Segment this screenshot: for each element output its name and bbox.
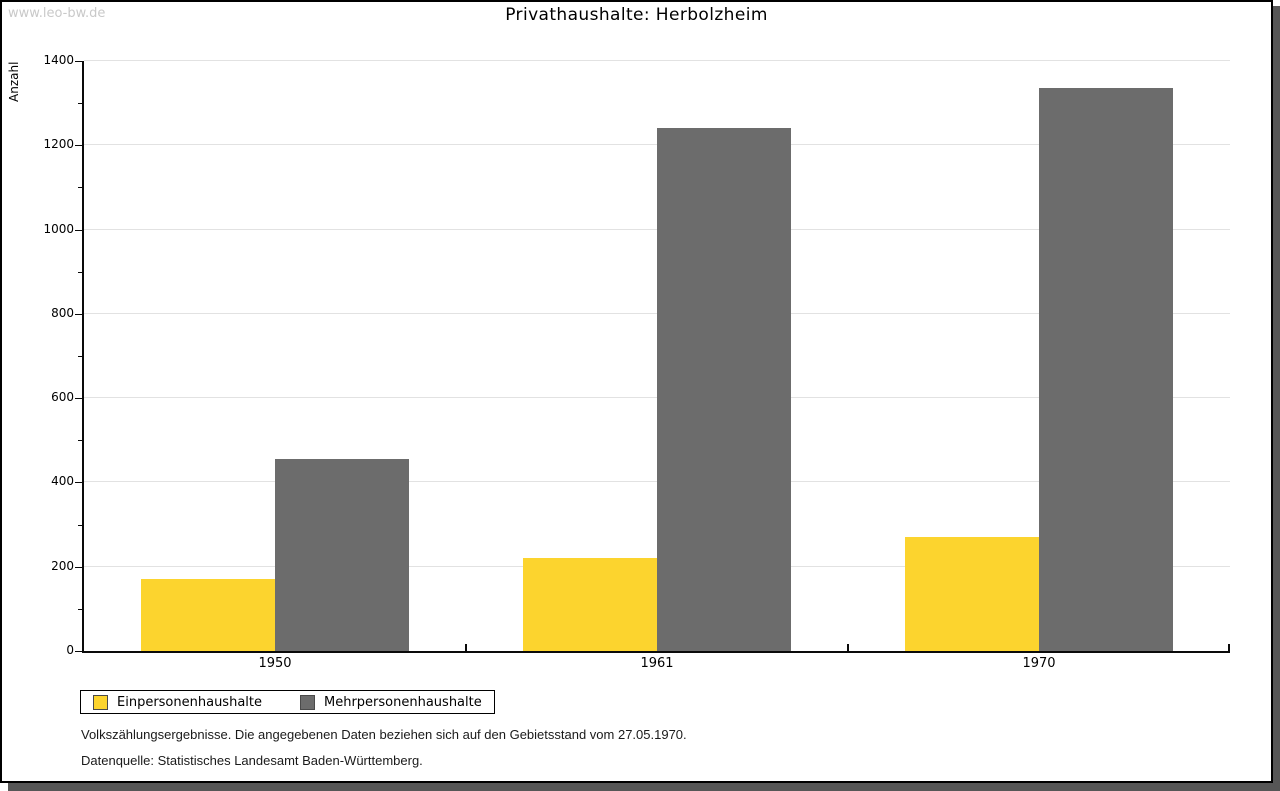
bar <box>1039 88 1173 651</box>
y-axis-tick <box>78 524 82 526</box>
legend: Einpersonenhaushalte Mehrpersonenhaushalt… <box>80 690 495 714</box>
bar <box>275 459 409 651</box>
bar <box>657 128 791 651</box>
y-axis-tick <box>75 398 82 400</box>
y-axis-tick <box>78 187 82 189</box>
footnote-source-note: Volkszählungsergebnisse. Die angegebenen… <box>81 727 687 742</box>
y-tick-label: 600 <box>51 390 74 405</box>
y-axis-tick <box>78 608 82 610</box>
x-tick-label: 1970 <box>1022 656 1056 671</box>
y-axis-tick <box>78 440 82 442</box>
y-tick-label: 0 <box>66 643 74 657</box>
legend-swatch <box>300 694 315 710</box>
legend-swatch <box>93 694 108 710</box>
bar <box>905 537 1039 651</box>
drop-shadow-bottom <box>8 783 1280 791</box>
x-axis-tick <box>465 644 467 651</box>
legend-item: Mehrpersonenhaushalte <box>300 694 482 710</box>
bar <box>141 579 275 651</box>
y-axis-tick <box>75 313 82 315</box>
y-axis-tick <box>75 566 82 568</box>
y-axis-tick <box>75 482 82 484</box>
legend-item: Einpersonenhaushalte <box>93 694 262 710</box>
y-tick-label: 1200 <box>43 137 74 152</box>
plot-area <box>82 60 1230 653</box>
bar <box>523 558 657 651</box>
y-tick-label: 800 <box>51 305 74 320</box>
x-tick-label: 1950 <box>258 656 292 671</box>
x-axis-tick <box>1228 644 1230 651</box>
y-axis-tick <box>78 103 82 105</box>
legend-label: Mehrpersonenhaushalte <box>324 694 482 710</box>
x-tick-label: 1961 <box>640 656 674 671</box>
legend-label: Einpersonenhaushalte <box>117 694 262 710</box>
y-axis-tick <box>78 356 82 357</box>
y-tick-label: 200 <box>51 558 74 573</box>
y-axis-tick <box>75 145 82 147</box>
y-axis-tick <box>75 651 82 652</box>
y-axis-tick <box>78 271 82 273</box>
watermark: www.leo-bw.de <box>8 6 106 21</box>
y-tick-label: 1000 <box>43 221 74 236</box>
drop-shadow-right <box>1273 6 1280 791</box>
y-tick-label: 400 <box>51 474 74 489</box>
footnote-data-source: Datenquelle: Statistisches Landesamt Bad… <box>81 753 423 768</box>
gridline <box>84 60 1230 61</box>
y-axis-title: Anzahl <box>7 61 21 102</box>
chart-title: Privathaushalte: Herbolzheim <box>505 5 768 25</box>
y-axis-tick <box>75 61 82 62</box>
y-axis-tick <box>75 229 82 231</box>
x-axis-tick <box>847 644 849 651</box>
y-tick-label: 1400 <box>43 53 74 67</box>
